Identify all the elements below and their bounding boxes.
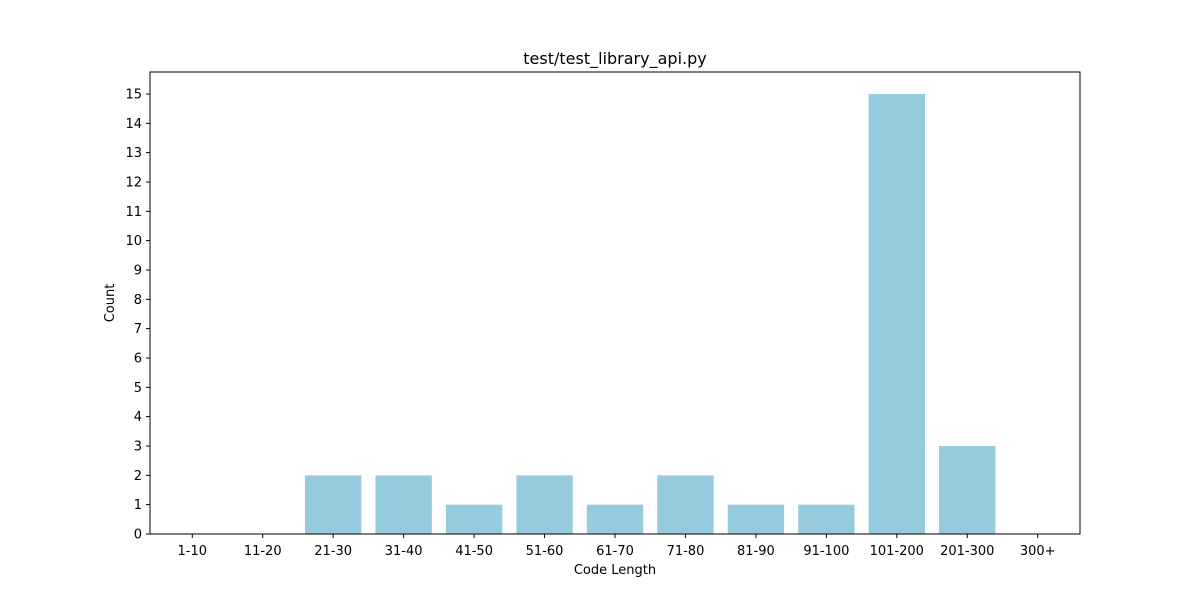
- x-tick-label: 81-90: [737, 544, 775, 559]
- y-tick-label: 3: [134, 440, 142, 455]
- bar-91-100: [798, 504, 855, 534]
- x-tick-label: 21-30: [314, 544, 352, 559]
- y-tick-label: 8: [134, 293, 142, 308]
- y-tick-label: 9: [134, 264, 142, 279]
- bar-61-70: [586, 504, 644, 534]
- x-tick-label: 300+: [1020, 544, 1056, 559]
- bar-201-300: [939, 446, 996, 534]
- bar-41-50: [445, 504, 503, 534]
- y-tick-label: 4: [134, 410, 142, 425]
- y-tick-label: 2: [134, 469, 142, 484]
- y-tick-label: 0: [134, 528, 142, 543]
- x-tick-label: 71-80: [667, 544, 705, 559]
- y-tick-label: 10: [125, 234, 142, 249]
- chart-title: test/test_library_api.py: [523, 49, 706, 69]
- y-tick-label: 12: [125, 176, 142, 191]
- bar-71-80: [657, 475, 714, 534]
- bar-31-40: [375, 475, 432, 534]
- x-tick-label: 11-20: [244, 544, 282, 559]
- y-tick-label: 7: [134, 322, 142, 337]
- y-tick-label: 6: [134, 352, 142, 367]
- x-tick-label: 1-10: [178, 544, 208, 559]
- bar-51-60: [516, 475, 573, 534]
- x-tick-label: 41-50: [455, 544, 493, 559]
- x-tick-label: 201-300: [940, 544, 994, 559]
- y-tick-label: 15: [125, 88, 142, 103]
- x-tick-label: 31-40: [385, 544, 423, 559]
- x-tick-label: 51-60: [526, 544, 564, 559]
- y-tick-label: 13: [125, 146, 142, 161]
- x-tick-label: 91-100: [803, 544, 849, 559]
- bar-101-200: [868, 94, 925, 534]
- y-tick-label: 5: [134, 381, 142, 396]
- bars-group: [305, 94, 996, 534]
- bar-21-30: [305, 475, 362, 534]
- y-tick-label: 11: [125, 205, 142, 220]
- y-tick-label: 14: [125, 117, 142, 132]
- bar-81-90: [727, 504, 785, 534]
- y-tick-label: 1: [134, 498, 142, 513]
- x-tick-label: 61-70: [596, 544, 634, 559]
- y-axis-label: Count: [103, 284, 118, 323]
- x-axis-label: Code Length: [574, 563, 656, 578]
- plot-area-frame: [149, 71, 1081, 535]
- x-tick-label: 101-200: [870, 544, 924, 559]
- x-axis-ticks: 1-10 11-20 21-30 31-40 41-50 51-60 61-70 71-80 8…: [178, 534, 1056, 559]
